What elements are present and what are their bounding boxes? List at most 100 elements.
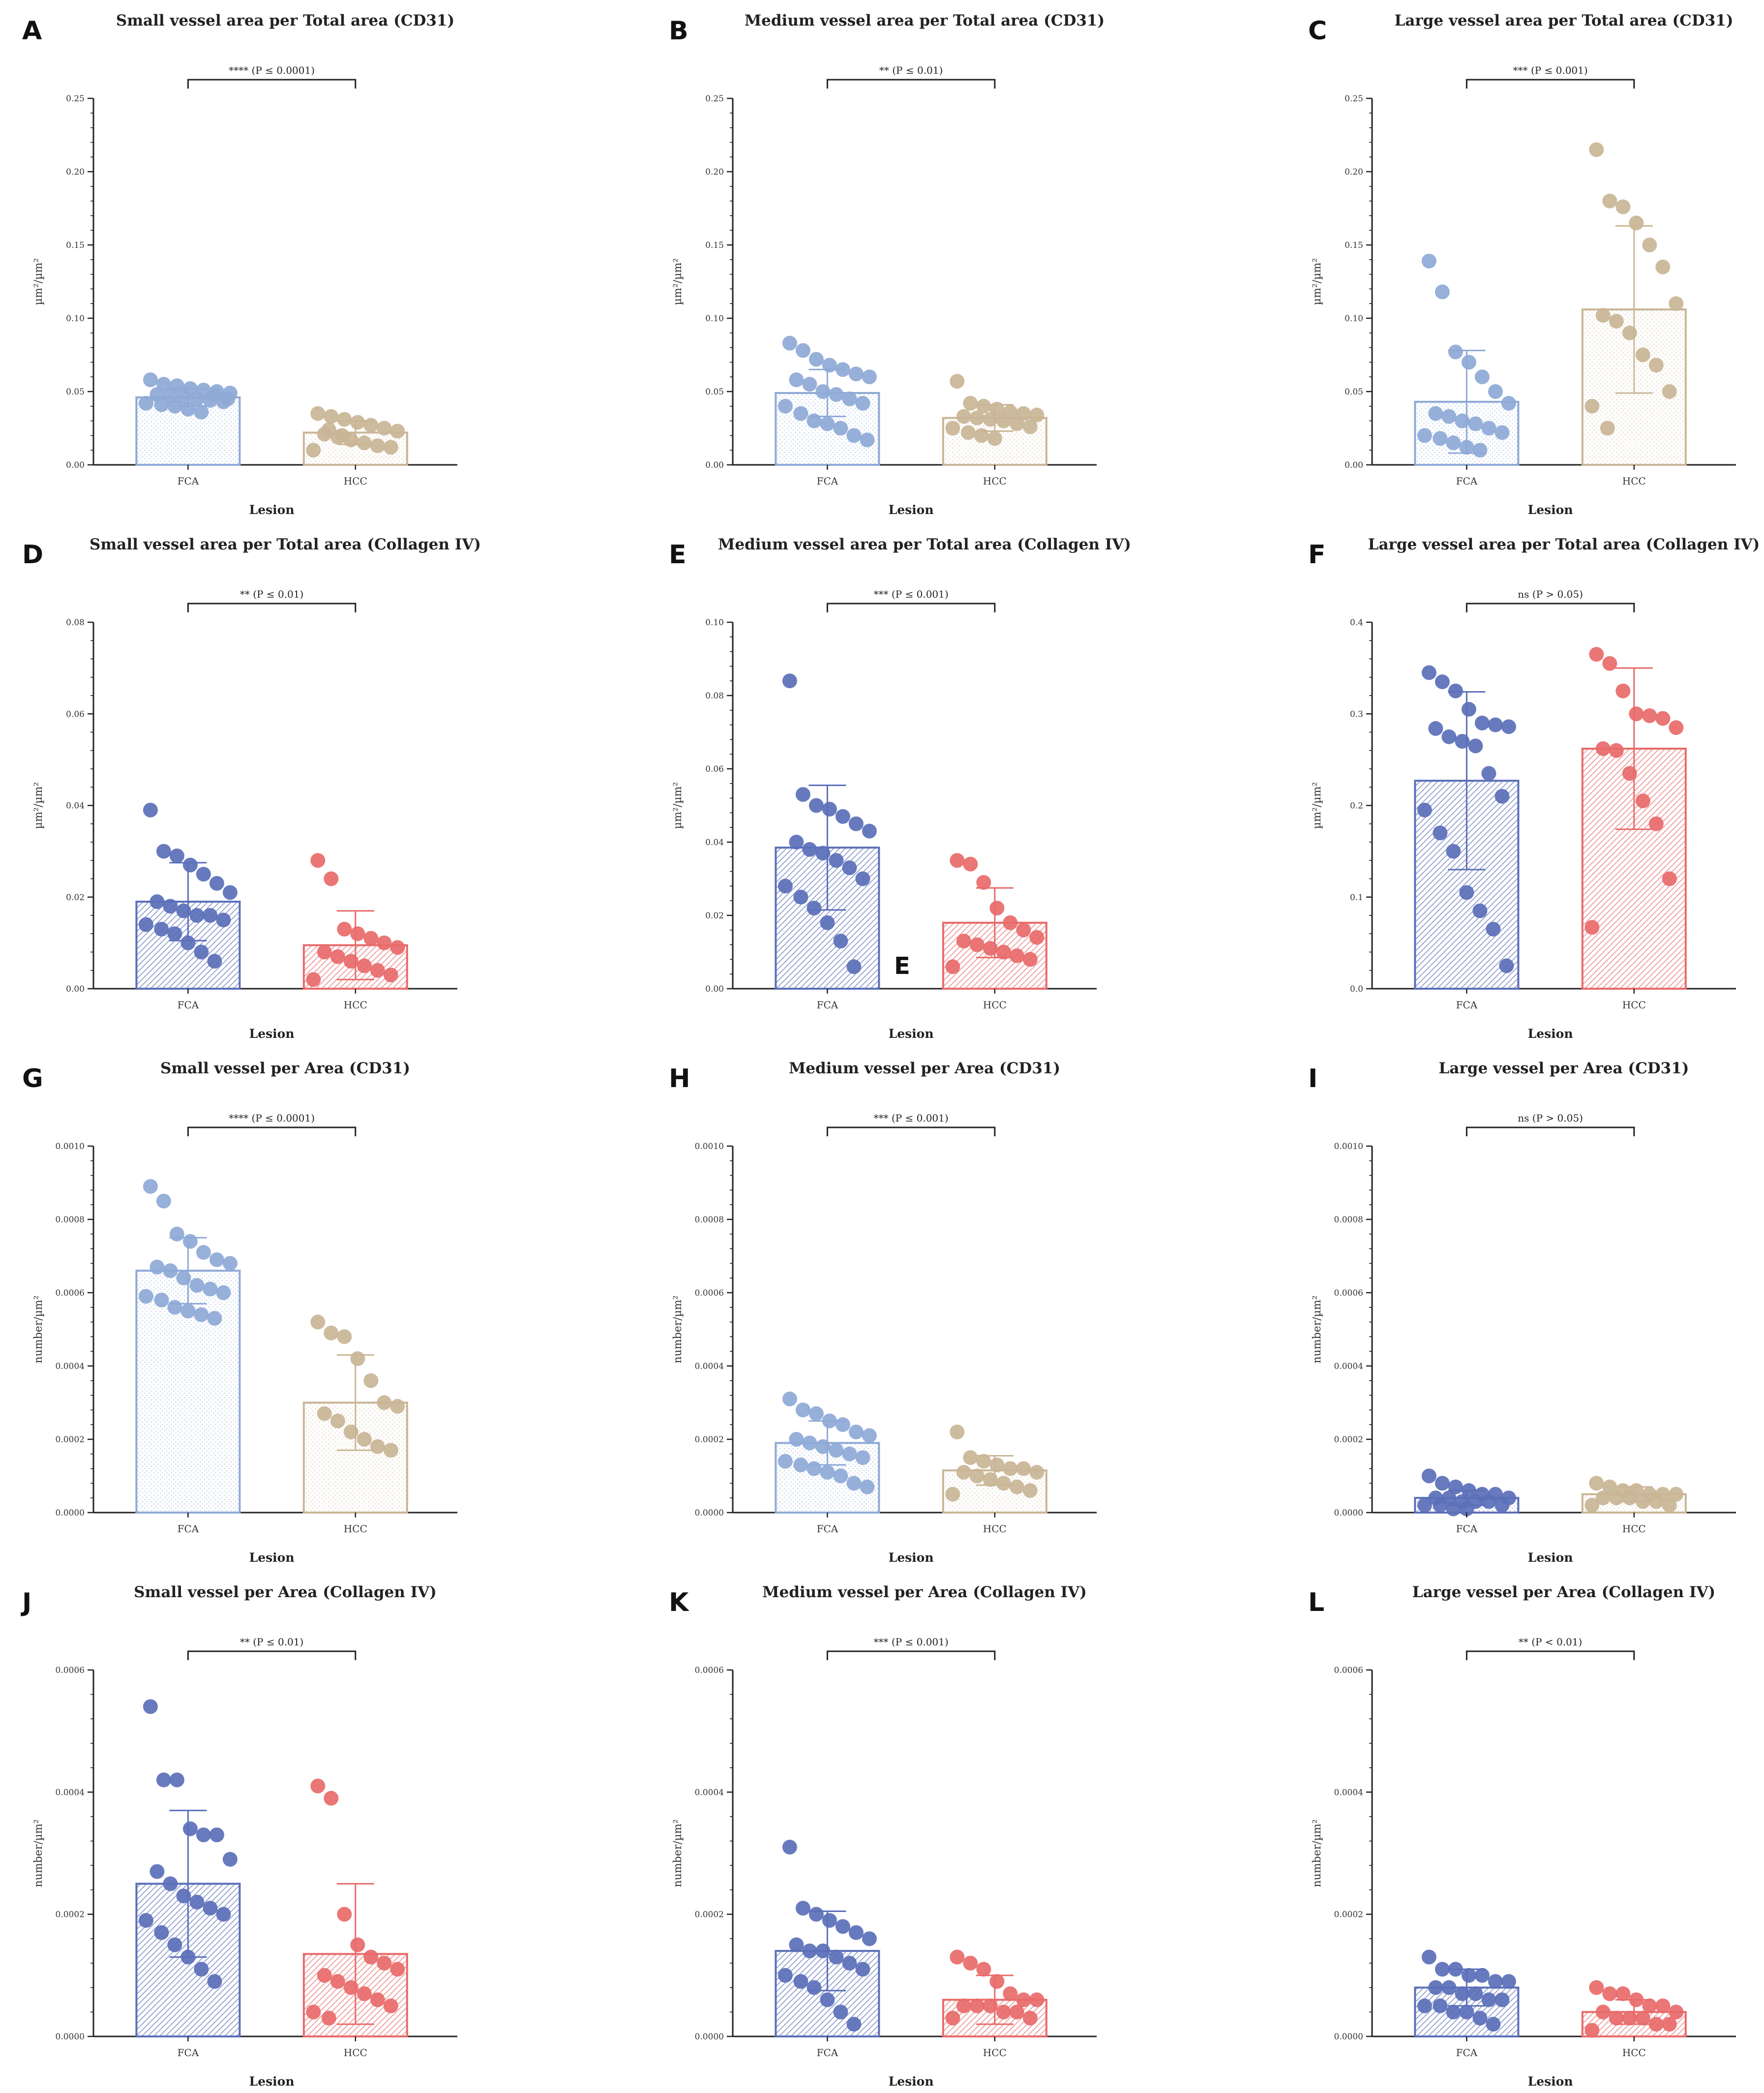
x-tick-label: FCA [817, 475, 838, 487]
data-point [1474, 369, 1490, 385]
x-axis-label: Lesion [889, 1550, 934, 1565]
y-tick-label: 0.1 [1350, 893, 1363, 903]
y-axis-label: µm²/µm² [32, 782, 45, 829]
y-tick-label: 0.25 [705, 94, 724, 104]
data-point [1501, 719, 1516, 734]
y-axis-label: number/µm² [672, 1295, 684, 1363]
y-tick-label: 0.00 [705, 984, 724, 994]
data-point [848, 366, 864, 382]
x-tick-label: HCC [983, 475, 1007, 487]
data-point [138, 1289, 153, 1304]
data-point [182, 857, 198, 873]
data-point [1635, 793, 1650, 809]
data-point [983, 941, 998, 956]
y-tick-label: 0.25 [1345, 94, 1363, 104]
data-point [945, 2010, 960, 2026]
data-point [807, 1980, 822, 1995]
chart-title: Small vessel area per Total area (CD31) [116, 12, 454, 30]
data-point [1602, 1479, 1617, 1494]
y-tick-label: 0.05 [1345, 387, 1363, 397]
significance-label: *** (P ≤ 0.001) [874, 1112, 949, 1124]
data-point [167, 398, 182, 414]
data-point [350, 415, 365, 430]
data-point [789, 1432, 804, 1447]
panel-letter: H [669, 1064, 690, 1093]
data-point [820, 915, 835, 930]
data-point [777, 879, 793, 894]
data-point [216, 1907, 231, 1922]
data-point [310, 1778, 326, 1793]
data-point [833, 421, 848, 436]
significance-bracket [826, 1126, 996, 1136]
x-tick-label: FCA [178, 999, 199, 1011]
data-point [1029, 407, 1045, 423]
chart-title: Large vessel per Area (Collagen IV) [1412, 1583, 1715, 1601]
data-point [945, 421, 960, 436]
data-point [1648, 358, 1664, 373]
data-point [196, 1245, 211, 1260]
data-point [1474, 1968, 1490, 1983]
data-point [846, 2017, 862, 2032]
x-tick-label: FCA [817, 1523, 838, 1535]
data-point [963, 856, 978, 872]
data-point [1016, 1992, 1031, 2007]
chart-title: Medium vessel per Area (CD31) [789, 1060, 1060, 1077]
data-point [1448, 683, 1463, 698]
data-point [1589, 1476, 1604, 1491]
data-point [976, 1962, 991, 1977]
data-point [310, 1314, 326, 1330]
data-point [176, 1888, 191, 1904]
significance-bracket [187, 1126, 357, 1136]
data-point [321, 422, 336, 437]
data-point [176, 1271, 191, 1286]
data-point [1609, 743, 1624, 758]
data-point [808, 798, 824, 813]
data-point [196, 1827, 211, 1843]
data-point [1642, 1998, 1657, 2013]
data-point [793, 889, 808, 905]
data-point [1669, 296, 1684, 311]
data-point [1662, 871, 1677, 886]
data-point [216, 1285, 231, 1300]
significance-label: *** (P ≤ 0.001) [1513, 64, 1588, 76]
data-point [1003, 915, 1018, 930]
y-tick-label: 0.05 [705, 387, 724, 397]
data-point [324, 409, 339, 424]
data-point [1622, 1490, 1637, 1506]
data-point [1655, 1998, 1671, 2013]
data-point [802, 1943, 817, 1959]
data-point [143, 1179, 158, 1194]
y-tick-label: 0.0006 [56, 1288, 85, 1298]
data-point [1488, 1974, 1503, 1989]
data-point [848, 1925, 864, 1940]
data-point [1602, 193, 1617, 209]
x-axis-label: Lesion [1528, 503, 1573, 517]
data-point [1022, 2010, 1038, 2026]
data-point [829, 1949, 844, 1965]
data-point [808, 1406, 824, 1421]
data-point [989, 1457, 1005, 1473]
significance-bracket [187, 79, 357, 89]
data-point [1446, 435, 1461, 451]
data-point [989, 901, 1005, 916]
data-point [820, 1465, 835, 1480]
y-axis-label: µm²/µm² [32, 258, 45, 305]
data-point [163, 899, 178, 914]
data-point [390, 940, 405, 955]
data-point [793, 1457, 808, 1473]
y-tick-label: 0.0002 [695, 1435, 724, 1445]
y-tick-label: 0.04 [66, 801, 85, 811]
data-point [983, 412, 998, 427]
data-point [1421, 1949, 1436, 1965]
data-point [862, 823, 877, 839]
data-point [848, 1425, 864, 1440]
data-point [1474, 715, 1490, 730]
data-point [835, 1919, 850, 1934]
y-tick-label: 0.06 [66, 709, 85, 719]
data-point [956, 1465, 971, 1480]
y-tick-label: 0.00 [66, 460, 85, 470]
data-point [154, 1925, 169, 1940]
y-tick-label: 0.3 [1350, 709, 1363, 719]
data-point [1446, 844, 1461, 859]
data-point [203, 1281, 218, 1297]
